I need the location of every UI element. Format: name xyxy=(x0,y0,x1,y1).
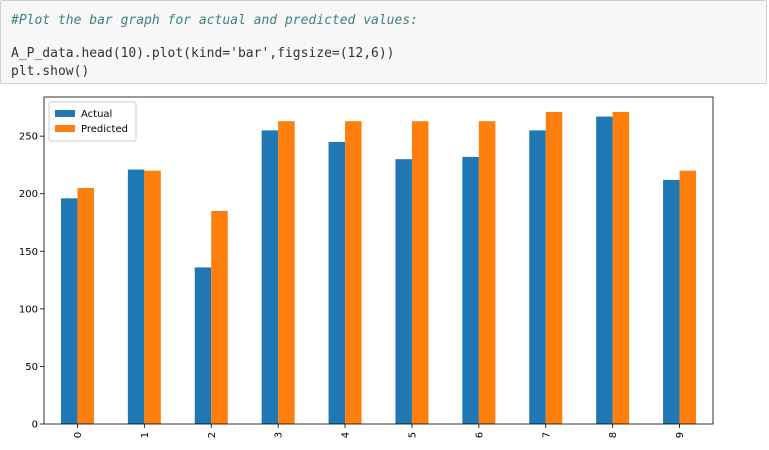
bar-chart: 0 1 2 3 4 5 6 7 8 9 0 50 100 150 200 250 Actual Predicted xyxy=(19,96,714,438)
bar-predicted-1 xyxy=(144,170,161,424)
bar-actual-4 xyxy=(328,141,346,424)
y-tick-label-0: 0 xyxy=(32,420,38,431)
y-tick-label-50: 50 xyxy=(25,362,38,373)
y-tick-label-200: 200 xyxy=(19,189,38,200)
y-tick-label-100: 100 xyxy=(19,304,38,315)
code-line-show: plt.show() xyxy=(11,64,90,79)
y-tick-label-250: 250 xyxy=(19,132,38,143)
x-tick-label-7: 7 xyxy=(541,432,552,438)
x-tick-label-6: 6 xyxy=(474,432,485,438)
bar-predicted-6 xyxy=(478,121,496,425)
legend-label-actual: Actual xyxy=(81,109,112,120)
bar-predicted-7 xyxy=(545,111,563,424)
bar-actual-0 xyxy=(60,198,78,424)
bar-actual-3 xyxy=(261,130,279,424)
bar-predicted-0 xyxy=(77,187,94,424)
bar-actual-8 xyxy=(596,116,613,424)
bar-actual-6 xyxy=(462,156,479,424)
legend-swatch-actual xyxy=(55,110,75,117)
bar-predicted-5 xyxy=(411,121,429,425)
bar-actual-5 xyxy=(395,159,412,424)
x-tick-label-2: 2 xyxy=(207,432,218,438)
bar-actual-2 xyxy=(194,267,212,424)
x-tick-label-5: 5 xyxy=(407,432,418,438)
bar-actual-9 xyxy=(663,179,680,424)
legend-label-predicted: Predicted xyxy=(81,124,128,135)
code-cell[interactable]: #Plot the bar graph for actual and predi… xyxy=(0,0,767,84)
x-tick-label-4: 4 xyxy=(341,432,352,438)
code-comment: #Plot the bar graph for actual and predi… xyxy=(11,13,418,28)
legend-box xyxy=(48,101,137,142)
x-tick-label-1: 1 xyxy=(140,432,151,438)
x-tick-label-8: 8 xyxy=(608,432,619,438)
x-tick-label-0: 0 xyxy=(73,432,84,438)
bar-predicted-9 xyxy=(679,170,697,424)
bar-predicted-4 xyxy=(345,121,362,425)
code-line-plot: A_P_data.head(10).plot(kind='bar',figsiz… xyxy=(11,46,395,61)
bar-predicted-2 xyxy=(211,210,228,424)
y-tick-label-150: 150 xyxy=(19,247,38,258)
plot-frame xyxy=(43,96,714,425)
bar-predicted-8 xyxy=(612,111,630,424)
x-tick-label-9: 9 xyxy=(675,432,686,438)
bar-actual-7 xyxy=(529,130,546,424)
bar-actual-1 xyxy=(127,169,145,424)
output-area: 0 1 2 3 4 5 6 7 8 9 0 50 100 150 200 250 Actual Predicted xyxy=(0,92,769,450)
legend-swatch-predicted xyxy=(55,125,75,132)
bar-predicted-3 xyxy=(278,121,295,425)
x-tick-label-3: 3 xyxy=(274,432,285,438)
